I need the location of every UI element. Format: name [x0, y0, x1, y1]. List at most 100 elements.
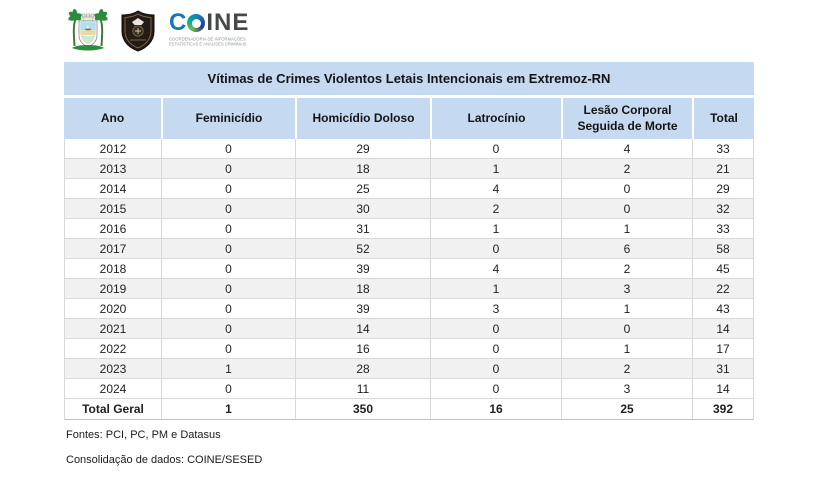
value-cell: 29 — [295, 139, 430, 158]
value-cell: 33 — [692, 219, 753, 238]
value-cell: 1 — [430, 279, 561, 298]
value-cell: 30 — [295, 199, 430, 218]
value-cell: 0 — [430, 379, 561, 398]
coine-subtitle-line1: COORDENADORIA DE INFORMAÇÕES — [169, 37, 246, 42]
value-cell: 1 — [430, 219, 561, 238]
value-cell: 32 — [692, 199, 753, 218]
value-cell: 0 — [161, 199, 295, 218]
value-cell: 25 — [561, 399, 692, 419]
coine-logo: C INE COORDENADORIA DE INFORMAÇÕES ESTATÍ… — [169, 8, 409, 60]
value-cell: 14 — [295, 319, 430, 338]
year-cell: 2018 — [99, 261, 127, 276]
value-cell: 0 — [161, 319, 295, 338]
table-row: 2013 0 18 1 2 21 — [65, 159, 753, 179]
year-cell: 2017 — [99, 241, 127, 256]
table-row: 2019 0 18 1 3 22 — [65, 279, 753, 299]
table-row: 2023 1 28 0 2 31 — [65, 359, 753, 379]
table-body: 2012 0 29 0 4 33 2013 0 18 1 2 21 2014 0 25 4 0 29 2015 0 30… — [64, 139, 754, 420]
value-cell: 0 — [430, 139, 561, 158]
value-cell: 2 — [430, 199, 561, 218]
value-cell: 0 — [161, 279, 295, 298]
value-cell: 1 — [561, 339, 692, 358]
value-cell: 0 — [161, 219, 295, 238]
value-cell: 4 — [561, 139, 692, 158]
value-cell: 0 — [430, 239, 561, 258]
table-row: 2021 0 14 0 0 14 — [65, 319, 753, 339]
table-row: 2020 0 39 3 1 43 — [65, 299, 753, 319]
total-label-cell: Total Geral — [82, 402, 144, 416]
value-cell: 39 — [295, 299, 430, 318]
value-cell: 0 — [561, 179, 692, 198]
table-row: 2012 0 29 0 4 33 — [65, 139, 753, 159]
rn-state-coat-of-arms-icon — [68, 9, 108, 51]
year-cell: 2016 — [99, 221, 127, 236]
value-cell: 58 — [692, 239, 753, 258]
value-cell: 0 — [161, 139, 295, 158]
value-cell: 16 — [430, 399, 561, 419]
value-cell: 2 — [561, 159, 692, 178]
value-cell: 4 — [430, 179, 561, 198]
table-row: 2018 0 39 4 2 45 — [65, 259, 753, 279]
value-cell: 18 — [295, 279, 430, 298]
coine-o-ring-icon — [187, 14, 206, 32]
value-cell: 6 — [561, 239, 692, 258]
table-row: 2017 0 52 0 6 58 — [65, 239, 753, 259]
year-cell: 2022 — [99, 341, 127, 356]
value-cell: 1 — [561, 219, 692, 238]
value-cell: 0 — [161, 239, 295, 258]
value-cell: 4 — [430, 259, 561, 278]
crime-statistics-table: Vítimas de Crimes Violentos Letais Inten… — [64, 62, 754, 420]
value-cell: 29 — [692, 179, 753, 198]
value-cell: 0 — [161, 379, 295, 398]
value-cell: 14 — [692, 319, 753, 338]
value-cell: 28 — [295, 359, 430, 378]
table-row: 2024 0 11 0 3 14 — [65, 379, 753, 399]
value-cell: 0 — [161, 299, 295, 318]
year-cell: 2014 — [99, 181, 127, 196]
year-cell: 2012 — [99, 141, 127, 156]
column-header: Feminicídio — [161, 98, 295, 139]
footer-notes: Fontes: PCI, PC, PM e Datasus Consolidaç… — [66, 429, 262, 466]
value-cell: 0 — [161, 259, 295, 278]
column-header: Latrocínio — [430, 98, 561, 139]
value-cell: 0 — [561, 319, 692, 338]
year-cell: 2013 — [99, 161, 127, 176]
value-cell: 16 — [295, 339, 430, 358]
value-cell: 52 — [295, 239, 430, 258]
table-row: 2015 0 30 2 0 32 — [65, 199, 753, 219]
table-title: Vítimas de Crimes Violentos Letais Inten… — [64, 62, 754, 98]
value-cell: 14 — [692, 379, 753, 398]
value-cell: 33 — [692, 139, 753, 158]
coine-letter-c: C — [169, 9, 187, 36]
value-cell: 11 — [295, 379, 430, 398]
value-cell: 1 — [161, 399, 295, 419]
coine-subtitle: COORDENADORIA DE INFORMAÇÕES ESTATÍSTICA… — [169, 37, 270, 47]
table-row: 2014 0 25 4 0 29 — [65, 179, 753, 199]
coine-subtitle-line2: ESTATÍSTICAS E ANÁLISES CRIMINAIS — [169, 41, 247, 47]
year-cell: 2024 — [99, 381, 127, 396]
column-header: Homicídio Doloso — [295, 98, 430, 139]
value-cell: 3 — [430, 299, 561, 318]
header-logos: C INE COORDENADORIA DE INFORMAÇÕES ESTATÍ… — [66, 8, 409, 60]
value-cell: 0 — [161, 159, 295, 178]
table-row: 2016 0 31 1 1 33 — [65, 219, 753, 239]
sources-note: Fontes: PCI, PC, PM e Datasus — [66, 429, 221, 441]
police-shield-icon — [121, 10, 155, 52]
value-cell: 1 — [561, 299, 692, 318]
column-header: Total — [692, 98, 754, 139]
value-cell: 0 — [561, 199, 692, 218]
value-cell: 22 — [692, 279, 753, 298]
value-cell: 3 — [561, 379, 692, 398]
table-header-row: Ano Feminicídio Homicídio Doloso Latrocínio… — [64, 98, 754, 139]
value-cell: 0 — [430, 339, 561, 358]
value-cell: 0 — [430, 359, 561, 378]
year-cell: 2021 — [99, 321, 127, 336]
column-header: Lesão Corporal Seguida de Morte — [561, 98, 692, 139]
value-cell: 0 — [161, 339, 295, 358]
value-cell: 2 — [561, 259, 692, 278]
table-total-row: Total Geral 1 350 16 25 392 — [65, 399, 753, 420]
value-cell: 1 — [161, 359, 295, 378]
value-cell: 3 — [561, 279, 692, 298]
year-cell: 2020 — [99, 301, 127, 316]
value-cell: 25 — [295, 179, 430, 198]
